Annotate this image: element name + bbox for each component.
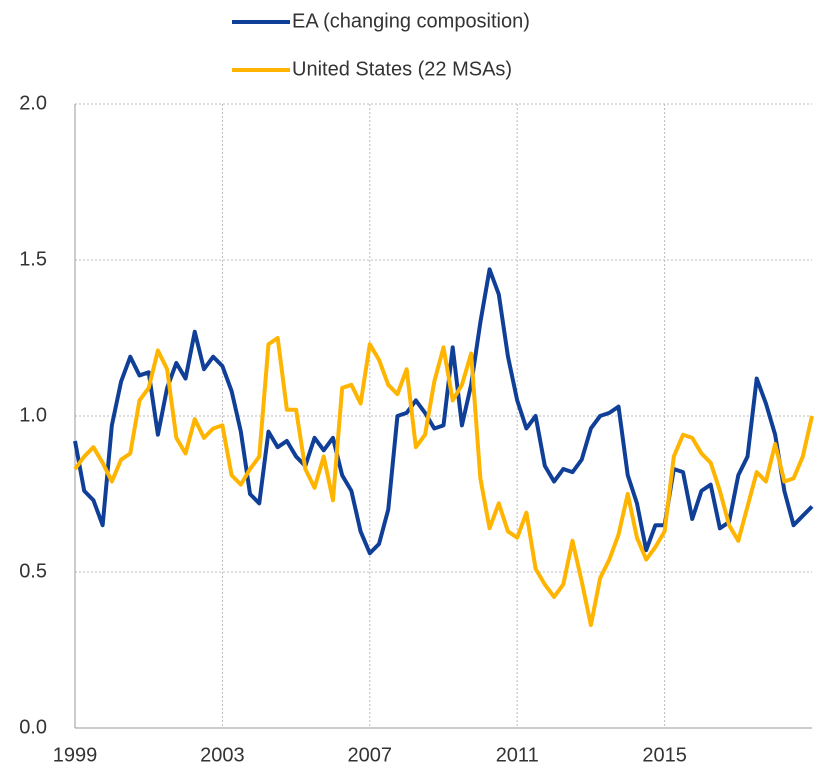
x-tick-label: 2003 xyxy=(200,744,245,766)
y-tick-label: 0.5 xyxy=(19,560,47,582)
x-tick-label: 1999 xyxy=(53,744,98,766)
legend-label: EA (changing composition) xyxy=(292,10,530,32)
x-tick-label: 2011 xyxy=(496,744,539,766)
data-line xyxy=(73,336,814,628)
x-tick-label: 2015 xyxy=(642,744,687,766)
y-tick-label: 2.0 xyxy=(19,92,47,114)
y-tick-label: 1.0 xyxy=(19,404,47,426)
y-tick-label: 0.0 xyxy=(19,716,47,738)
data-line xyxy=(73,267,814,556)
legend-label: United States (22 MSAs) xyxy=(292,58,512,80)
y-tick-label: 1.5 xyxy=(19,248,47,270)
x-tick-label: 2007 xyxy=(348,744,393,766)
